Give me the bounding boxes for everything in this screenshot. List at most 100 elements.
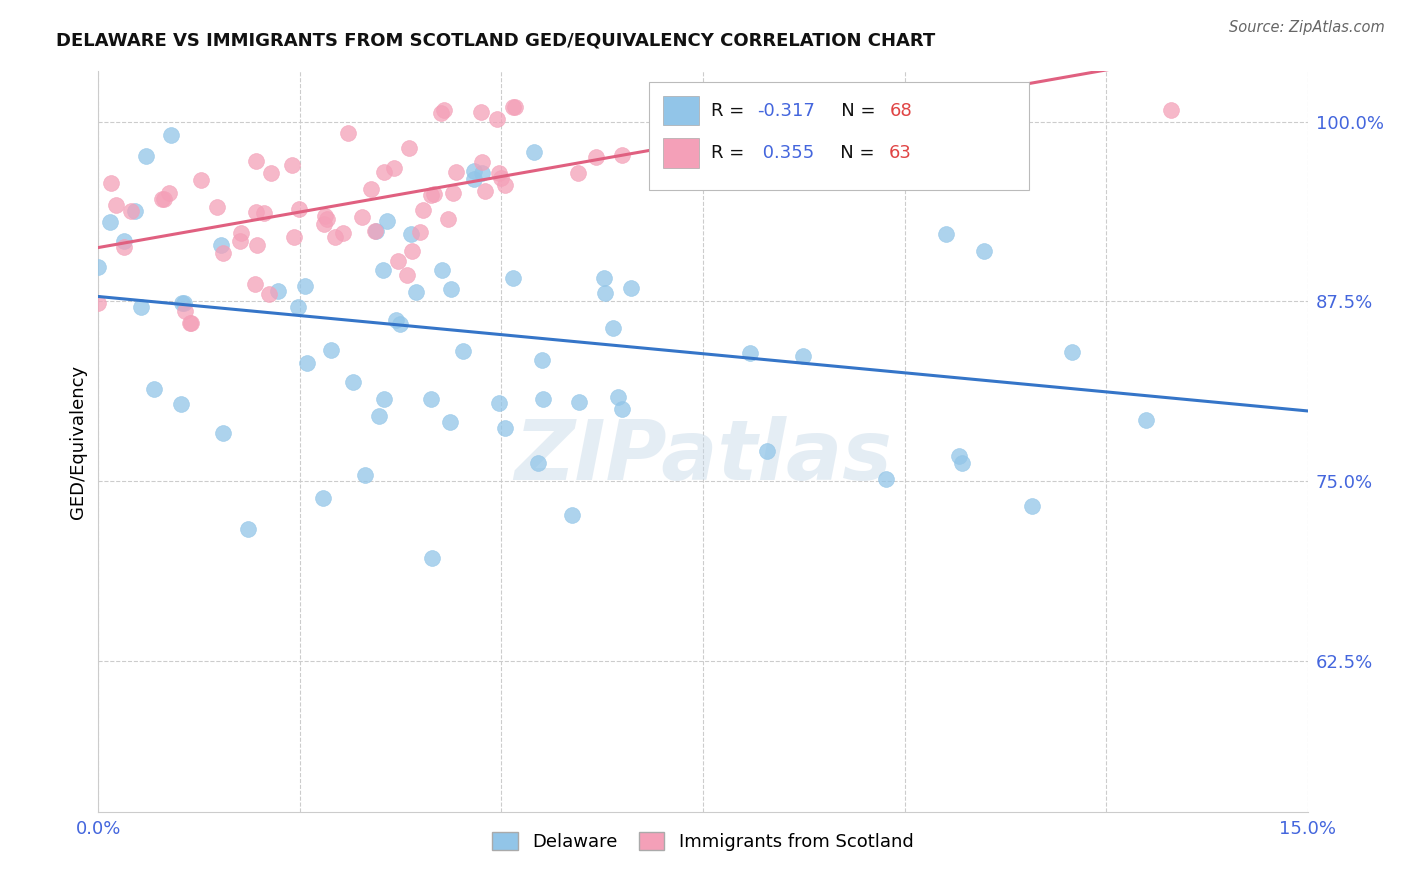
Point [430,263,453,277]
Point [409,225,432,239]
Point [471,154,494,169]
Point [281,158,304,172]
Text: Source: ZipAtlas.com: Source: ZipAtlas.com [1229,20,1385,35]
Point [260,166,283,180]
Point [205,200,228,214]
FancyBboxPatch shape [664,138,699,168]
Point [170,397,193,411]
Point [180,316,202,330]
Point [354,467,377,482]
Point [568,395,591,409]
Point [385,312,408,326]
Point [211,426,233,441]
Point [503,100,526,114]
Point [748,115,770,129]
Point [526,456,548,470]
Point [129,300,152,314]
Point [112,240,135,254]
Point [100,177,122,191]
Point [87,296,110,310]
Point [423,186,446,201]
Point [491,170,513,185]
Point [486,112,509,126]
Point [494,178,516,192]
Point [531,352,554,367]
Point [120,204,142,219]
Point [533,392,555,406]
Point [384,161,406,175]
Point [561,508,583,522]
Point [1160,103,1182,118]
Point [935,227,957,242]
Point [419,392,441,407]
Point [312,491,335,506]
Point [451,344,474,359]
Point [387,254,409,268]
Point [398,141,420,155]
Point [523,145,546,159]
Point [257,286,280,301]
Point [245,205,267,219]
Point [585,150,607,164]
Point [488,166,510,180]
Point [157,186,180,200]
Point [396,268,419,283]
Point [87,260,110,274]
Point [433,103,456,118]
Point [439,415,461,429]
Text: 68: 68 [890,102,912,120]
Point [190,172,212,186]
Point [363,224,385,238]
Point [124,204,146,219]
Point [246,237,269,252]
Point [401,227,423,241]
Point [288,202,311,216]
Point [315,211,337,226]
Point [494,420,516,434]
Point [373,392,395,406]
Point [567,166,589,180]
Point [337,126,360,140]
Point [602,321,624,335]
Point [440,282,463,296]
Point [429,105,451,120]
Point [1060,344,1083,359]
Point [755,444,778,458]
Point [314,209,336,223]
Point [174,304,197,318]
Point [342,375,364,389]
Point [401,244,423,258]
Point [948,449,970,463]
Text: R =: R = [711,102,751,120]
Point [135,149,157,163]
Point [610,402,633,417]
Point [350,210,373,224]
Point [420,187,443,202]
Point [360,182,382,196]
Point [159,128,181,142]
Text: N =: N = [823,144,880,161]
Point [740,345,762,359]
Point [375,214,398,228]
Point [170,295,193,310]
Point [1135,413,1157,427]
Point [236,523,259,537]
Point [323,230,346,244]
Point [253,205,276,219]
Legend: Delaware, Immigrants from Scotland: Delaware, Immigrants from Scotland [485,825,921,858]
Point [688,172,710,186]
Point [287,300,309,314]
Point [319,343,342,357]
Point [502,100,524,114]
Point [593,286,616,301]
Point [367,409,389,424]
Point [502,270,524,285]
Point [294,278,316,293]
Point [283,229,305,244]
Point [973,244,995,259]
Point [105,198,128,212]
Point [463,172,485,186]
Point [179,316,201,330]
Point [1021,499,1043,513]
Text: ZIPatlas: ZIPatlas [515,416,891,497]
